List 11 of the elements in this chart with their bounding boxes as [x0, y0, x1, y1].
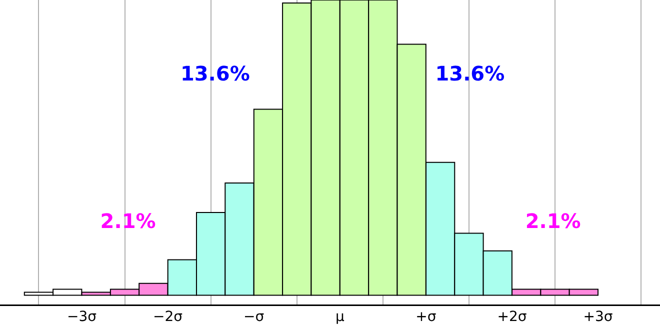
annotation: 2.1% [100, 209, 156, 234]
x-tick-label: −2σ [153, 309, 183, 326]
annotation: 2.1% [525, 209, 581, 234]
x-tick-label: +2σ [497, 309, 527, 326]
annotation: 13.6% [435, 61, 505, 86]
annotation: 13.6% [180, 61, 250, 86]
x-tick-label: +3σ [583, 309, 613, 326]
x-tick-label: +σ [416, 309, 436, 326]
x-tick-label: μ [335, 309, 344, 326]
x-tick-label: −σ [244, 309, 264, 326]
x-tick-label: −3σ [66, 309, 97, 326]
